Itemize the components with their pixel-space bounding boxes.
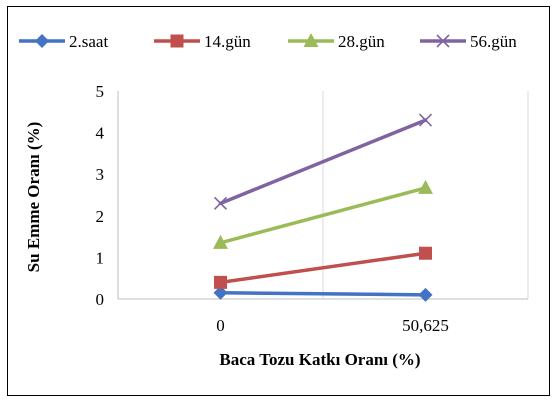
axes bbox=[117, 91, 528, 300]
legend-marker bbox=[436, 34, 450, 48]
y-tick-label: 0 bbox=[96, 290, 105, 309]
data-point bbox=[418, 287, 433, 302]
legend-marker bbox=[35, 34, 49, 48]
y-tick-label: 1 bbox=[96, 248, 105, 267]
x-axis-title: Baca Tozu Katkı Oranı (%) bbox=[219, 350, 420, 369]
legend-label: 14.gün bbox=[204, 32, 251, 51]
legend: 2.saat 14.gün 28.gün 56.gün bbox=[19, 32, 517, 51]
y-tick-label: 2 bbox=[96, 207, 105, 226]
data-point bbox=[213, 285, 228, 300]
x-tick-label: 50,625 bbox=[402, 316, 449, 335]
legend-marker bbox=[303, 33, 319, 47]
series-layer bbox=[213, 113, 433, 302]
legend-marker bbox=[170, 34, 184, 48]
legend-label: 56.gün bbox=[470, 32, 517, 51]
series-line-1 bbox=[218, 291, 428, 297]
y-tick-label: 5 bbox=[96, 82, 105, 101]
series-line-2 bbox=[218, 251, 428, 285]
grid-lines bbox=[322, 91, 529, 299]
y-tick-labels: 0 1 2 3 4 5 bbox=[96, 82, 105, 309]
data-point bbox=[213, 196, 228, 210]
y-tick-label: 3 bbox=[96, 165, 105, 184]
legend-label: 28.gün bbox=[338, 32, 385, 51]
y-tick-label: 4 bbox=[96, 124, 105, 143]
data-point bbox=[419, 246, 432, 260]
y-axis-title: Su Emme Oranı (%) bbox=[24, 122, 43, 273]
data-point bbox=[213, 234, 228, 249]
x-tick-labels: 0 50,625 bbox=[216, 316, 449, 335]
x-tick-label: 0 bbox=[216, 316, 225, 335]
data-point bbox=[418, 179, 433, 194]
series-line-3 bbox=[218, 186, 428, 245]
legend-label: 2.saat bbox=[69, 32, 108, 51]
data-point bbox=[418, 113, 433, 127]
series-line-4 bbox=[218, 118, 428, 206]
data-point bbox=[214, 275, 227, 289]
